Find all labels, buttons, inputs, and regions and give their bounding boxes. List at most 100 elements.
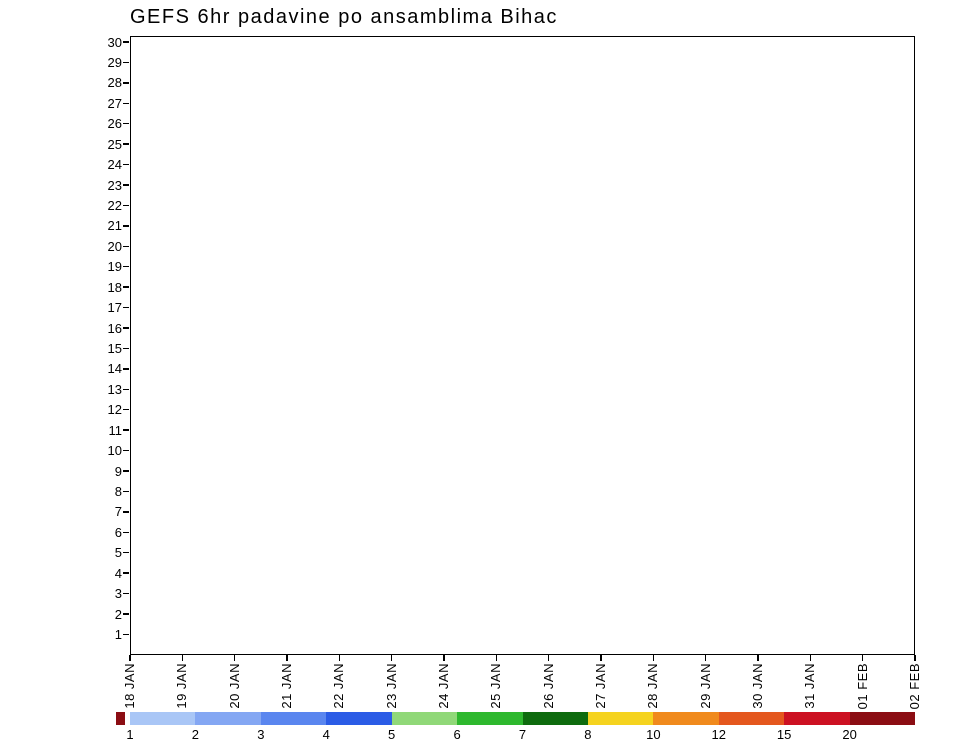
colorbar-segment: [849, 712, 916, 725]
x-axis-tick: [861, 655, 864, 661]
y-axis-tick: [123, 245, 129, 247]
x-axis-label: 20 JAN: [226, 663, 242, 709]
y-axis-tick: [123, 266, 129, 268]
colorbar-label: 8: [584, 727, 592, 742]
y-axis-tick: [123, 225, 129, 227]
y-axis-tick: [123, 449, 129, 452]
y-axis-tick: [123, 327, 129, 329]
x-axis-tick: [129, 655, 131, 661]
y-axis-label: 25: [107, 136, 122, 152]
colorbar-segment: [587, 712, 654, 725]
y-axis-tick: [123, 531, 129, 533]
y-axis-tick: [123, 511, 129, 513]
y-axis-label: 24: [107, 157, 122, 173]
y-axis-tick: [123, 204, 129, 207]
x-axis-label: 21 JAN: [278, 663, 294, 709]
x-axis-label: 23 JAN: [383, 663, 399, 709]
y-axis-label: 17: [107, 300, 122, 316]
y-axis-tick: [123, 592, 129, 595]
x-axis-label: 25 JAN: [488, 663, 504, 709]
y-axis-tick: [123, 61, 129, 64]
y-axis-tick: [123, 388, 129, 390]
y-axis-label: 16: [107, 320, 122, 336]
colorbar-label: 6: [453, 727, 461, 742]
y-axis-tick: [123, 347, 129, 350]
y-axis-tick: [123, 102, 129, 104]
y-axis-tick: [123, 184, 129, 186]
x-axis-label: 18 JAN: [122, 663, 137, 709]
y-axis-tick: [123, 163, 129, 166]
x-axis-tick: [181, 655, 184, 661]
y-axis-tick: [123, 409, 129, 411]
y-axis-tick: [123, 552, 129, 554]
colorbar-label: 15: [776, 727, 792, 742]
x-axis-label: 19 JAN: [174, 663, 190, 709]
colorbar-label: 3: [257, 727, 265, 742]
y-axis-label: 6: [114, 524, 122, 540]
x-axis-label: 26 JAN: [540, 663, 556, 709]
y-axis-tick: [123, 41, 129, 43]
y-axis-label: 22: [107, 197, 122, 213]
x-axis-tick: [652, 655, 655, 661]
x-axis-label: 30 JAN: [749, 663, 765, 709]
colorbar-label: 10: [646, 727, 661, 742]
y-axis-label: 26: [107, 116, 122, 132]
y-axis-tick: [123, 633, 129, 636]
colorbar-label: 7: [518, 727, 527, 742]
y-axis-tick: [123, 429, 129, 431]
y-axis-tick: [123, 613, 129, 615]
x-axis-tick: [338, 655, 341, 661]
x-axis-tick: [233, 655, 236, 661]
y-axis-tick: [123, 490, 129, 493]
x-axis-tick: [809, 655, 812, 661]
y-axis-label: 29: [107, 54, 122, 70]
x-axis-label: 24 JAN: [435, 663, 451, 709]
x-axis-tick: [600, 655, 602, 661]
y-axis-label: 14: [107, 361, 122, 377]
x-axis-tick: [286, 655, 288, 661]
chart-title: GEFS 6hr padavine po ansamblima Bihac: [130, 6, 558, 28]
y-axis-label: 23: [107, 177, 122, 193]
colorbar-segment: [391, 712, 458, 725]
y-axis-tick: [123, 123, 129, 125]
x-axis-label: 22 JAN: [331, 663, 347, 709]
colorbar-segment: [522, 712, 588, 725]
colorbar-label: 20: [842, 727, 857, 742]
x-axis-label: 01 FEB: [854, 663, 870, 710]
x-axis-tick: [495, 655, 498, 661]
y-axis-tick: [123, 572, 129, 574]
colorbar-label: 5: [388, 727, 396, 742]
colorbar-label: 2: [191, 727, 200, 742]
y-axis-label: 13: [107, 381, 122, 397]
y-axis-label: 21: [107, 218, 122, 234]
colorbar-segment: [195, 712, 261, 725]
colorbar-segment: [130, 712, 196, 725]
y-axis-label: 20: [107, 238, 122, 254]
colorbar-label: 1: [126, 727, 134, 742]
colorbar-label: 4: [322, 727, 330, 742]
x-axis-tick: [914, 655, 916, 661]
y-axis-tick: [123, 286, 129, 288]
colorbar-label: 12: [711, 727, 726, 742]
colorbar-segment: [326, 712, 392, 725]
y-axis-label: 10: [107, 443, 122, 459]
y-axis-tick: [123, 306, 129, 309]
colorbar-segment: [457, 712, 523, 725]
colorbar-segment: [718, 712, 785, 725]
x-axis-label: 02 FEB: [906, 663, 922, 710]
y-axis-label: 15: [107, 340, 122, 356]
x-axis-tick: [547, 655, 550, 661]
y-axis-label: 8: [114, 483, 122, 499]
colorbar-segment: [653, 712, 719, 725]
x-axis-label: 29 JAN: [697, 663, 713, 709]
y-axis-label: 11: [108, 422, 123, 438]
y-axis-label: 9: [114, 463, 122, 479]
x-axis-label: 31 JAN: [802, 663, 818, 709]
y-axis-label: 5: [114, 545, 122, 561]
y-axis-label: 28: [107, 75, 122, 91]
x-axis-tick: [443, 655, 445, 661]
y-axis-label: 3: [114, 586, 122, 602]
x-axis-tick: [704, 655, 707, 661]
x-axis-tick: [757, 655, 759, 661]
x-axis-label: 28 JAN: [645, 663, 661, 709]
